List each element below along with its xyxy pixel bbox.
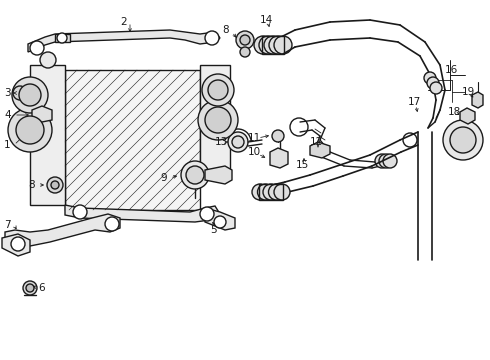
Circle shape: [11, 237, 25, 251]
Circle shape: [8, 108, 52, 152]
Circle shape: [232, 136, 244, 148]
Circle shape: [264, 36, 282, 54]
Text: 16: 16: [445, 65, 458, 75]
Circle shape: [258, 184, 273, 200]
Text: 14: 14: [260, 15, 273, 25]
Text: 12: 12: [310, 137, 323, 147]
Text: 19: 19: [462, 87, 475, 97]
Circle shape: [252, 184, 268, 200]
Circle shape: [274, 36, 292, 54]
Circle shape: [259, 36, 277, 54]
Circle shape: [19, 84, 41, 106]
Circle shape: [430, 82, 442, 94]
Circle shape: [214, 216, 226, 228]
Text: 5: 5: [210, 225, 217, 235]
Polygon shape: [30, 65, 65, 205]
Circle shape: [228, 132, 248, 152]
Text: 15: 15: [296, 160, 309, 170]
Text: 6: 6: [38, 283, 45, 293]
Polygon shape: [65, 205, 220, 222]
Circle shape: [272, 130, 284, 142]
Text: 4: 4: [4, 110, 11, 120]
Circle shape: [269, 36, 287, 54]
Text: 3: 3: [4, 88, 11, 98]
Circle shape: [40, 52, 56, 68]
Circle shape: [16, 116, 44, 144]
Text: 11: 11: [248, 133, 261, 143]
Text: 1: 1: [4, 140, 11, 150]
Polygon shape: [2, 234, 30, 256]
Circle shape: [51, 181, 59, 189]
Circle shape: [450, 127, 476, 153]
Circle shape: [186, 166, 204, 184]
Circle shape: [240, 35, 250, 45]
Bar: [65, 70, 200, 210]
Polygon shape: [310, 142, 330, 158]
Circle shape: [236, 31, 254, 49]
Circle shape: [105, 217, 119, 231]
Circle shape: [12, 77, 48, 113]
Circle shape: [208, 80, 228, 100]
Circle shape: [274, 184, 290, 200]
Polygon shape: [32, 106, 52, 122]
Circle shape: [375, 154, 389, 168]
Text: 13: 13: [215, 137, 228, 147]
Text: 8: 8: [28, 180, 35, 190]
Circle shape: [200, 207, 214, 221]
Circle shape: [269, 184, 285, 200]
Text: 2: 2: [120, 17, 126, 27]
Circle shape: [263, 184, 279, 200]
Circle shape: [379, 154, 393, 168]
Circle shape: [254, 36, 272, 54]
Text: 9: 9: [160, 173, 167, 183]
Text: 17: 17: [408, 97, 421, 107]
Circle shape: [26, 284, 34, 292]
Circle shape: [205, 107, 231, 133]
Polygon shape: [205, 166, 232, 184]
Circle shape: [30, 41, 44, 55]
Circle shape: [23, 281, 37, 295]
Circle shape: [383, 154, 397, 168]
Circle shape: [202, 74, 234, 106]
Text: 7: 7: [4, 220, 11, 230]
Circle shape: [198, 100, 238, 140]
Polygon shape: [5, 214, 120, 248]
Circle shape: [73, 205, 87, 219]
Circle shape: [47, 177, 63, 193]
Polygon shape: [460, 108, 475, 124]
Circle shape: [57, 33, 67, 43]
Polygon shape: [472, 92, 483, 108]
Circle shape: [13, 86, 27, 100]
Text: 8: 8: [222, 25, 229, 35]
Polygon shape: [205, 208, 235, 230]
Polygon shape: [200, 65, 230, 170]
Circle shape: [427, 77, 439, 89]
Circle shape: [443, 120, 483, 160]
Polygon shape: [28, 30, 220, 52]
Polygon shape: [270, 148, 288, 168]
Circle shape: [181, 161, 209, 189]
Text: 18: 18: [448, 107, 461, 117]
Circle shape: [240, 47, 250, 57]
Polygon shape: [55, 34, 70, 42]
Text: 10: 10: [248, 147, 261, 157]
Circle shape: [205, 31, 219, 45]
Circle shape: [424, 72, 436, 84]
